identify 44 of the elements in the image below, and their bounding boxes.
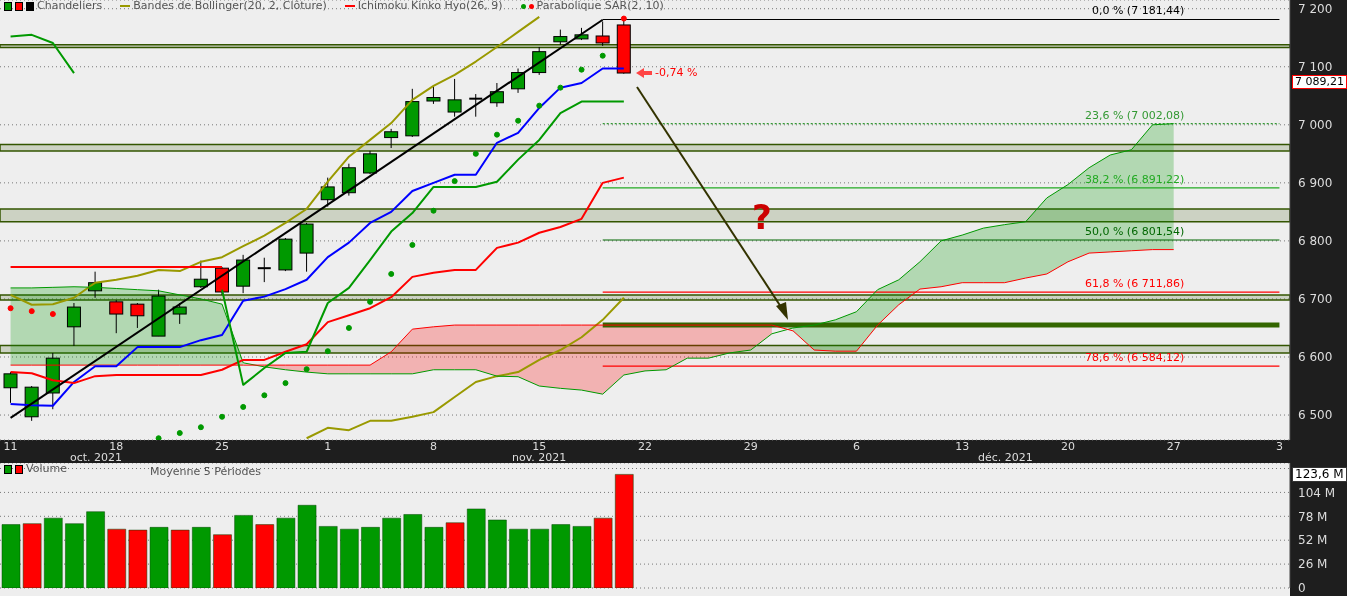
y-tick-label: 52 M [1298, 533, 1328, 548]
y-tick-label: 7 200 [1298, 1, 1333, 16]
annotation: déc. 2021 [978, 451, 1033, 465]
legend-label: Bandes de Bollinger(20, 2, Clôture) [133, 0, 327, 12]
x-tick-label: 13 [955, 439, 970, 453]
x-tick-label: 1 [324, 439, 332, 453]
legend-label: Chandeliers [37, 0, 103, 12]
ref-line-label: 78,6 % (6 584,12) [1084, 351, 1185, 365]
text: 7 089,21 [1292, 75, 1347, 90]
y-tick-label: 0 [1298, 581, 1306, 596]
y-tick-label: 6 700 [1298, 292, 1333, 307]
ref-line-label: 0,0 % (7 181,44) [1091, 4, 1185, 18]
annotation: nov. 2021 [512, 451, 567, 465]
ref-line-label: 61,8 % (6 711,86) [1084, 277, 1185, 291]
annotation: Moyenne 5 Périodes [150, 465, 261, 479]
legend-label: Volume [26, 462, 67, 475]
x-tick-label: 3 [1275, 439, 1283, 453]
x-tick-label: 8 [430, 439, 438, 453]
annotation: oct. 2021 [70, 451, 123, 465]
y-tick-label: 6 600 [1298, 350, 1333, 365]
ref-line-label: 23,6 % (7 002,08) [1084, 108, 1185, 122]
x-tick-label: 6 [852, 439, 860, 453]
x-tick-label: 27 [1166, 439, 1181, 453]
x-tick-label: 20 [1060, 439, 1075, 453]
x-tick-label: 18 [109, 439, 124, 453]
x-tick-label: 25 [215, 439, 230, 453]
y-tick-label: 6 900 [1298, 176, 1333, 191]
y-tick-label: 6 800 [1298, 234, 1333, 249]
x-tick-label: 29 [743, 439, 758, 453]
ref-line-label: 50,0 % (6 801,54) [1084, 225, 1185, 238]
y-tick-label: 26 M [1298, 557, 1328, 572]
x-tick-label: 11 [3, 439, 18, 453]
x-tick-label: 22 [638, 439, 652, 453]
legend-label: Parabolique SAR(2, 10) [536, 0, 664, 12]
legend-label: Ichimoku Kinko Hyo(26, 9) [357, 0, 503, 12]
y-tick-label: 6 500 [1298, 408, 1333, 423]
y-tick-label: 104 M [1298, 485, 1336, 500]
x-tick-label: 15 [532, 439, 547, 453]
text: 123,6 M [1292, 467, 1347, 483]
y-tick-label: 7 000 [1298, 118, 1333, 133]
y-tick-label: 7 100 [1298, 60, 1333, 75]
ref-line-label: 38,2 % (6 891,22) [1084, 172, 1185, 186]
annotation: -0,74 % [655, 66, 698, 80]
y-tick-label: 78 M [1298, 509, 1328, 524]
